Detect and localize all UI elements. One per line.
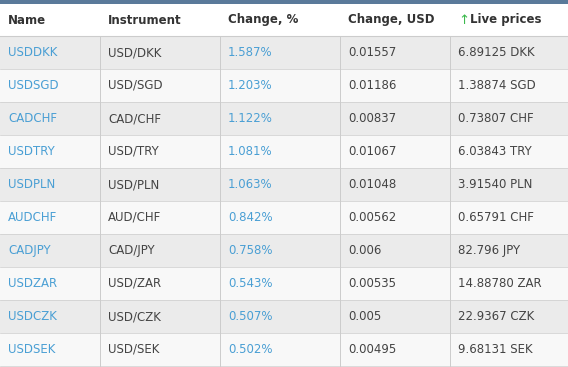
Bar: [0, 135, 568, 168]
Text: 0.543%: 0.543%: [228, 277, 273, 290]
Text: AUD/CHF: AUD/CHF: [108, 211, 161, 224]
Text: 3.91540 PLN: 3.91540 PLN: [458, 178, 532, 191]
Text: USD/PLN: USD/PLN: [108, 178, 159, 191]
Bar: [0, 234, 568, 267]
Text: 0.01186: 0.01186: [348, 79, 396, 92]
Bar: [0, 168, 568, 201]
Text: 0.507%: 0.507%: [228, 310, 273, 323]
Text: USDDKK: USDDKK: [8, 46, 57, 59]
Text: 1.203%: 1.203%: [228, 79, 273, 92]
Text: 1.063%: 1.063%: [228, 178, 273, 191]
Bar: [0, 102, 568, 135]
Text: 22.9367 CZK: 22.9367 CZK: [458, 310, 534, 323]
Text: 1.587%: 1.587%: [228, 46, 273, 59]
Text: 0.502%: 0.502%: [228, 343, 273, 356]
Text: 1.38874 SGD: 1.38874 SGD: [458, 79, 536, 92]
Text: Instrument: Instrument: [108, 14, 182, 26]
Text: USDZAR: USDZAR: [8, 277, 57, 290]
Text: 0.758%: 0.758%: [228, 244, 273, 257]
Text: ↑: ↑: [458, 14, 469, 26]
Text: 0.005: 0.005: [348, 310, 381, 323]
Text: 0.73807 CHF: 0.73807 CHF: [458, 112, 533, 125]
Text: 0.842%: 0.842%: [228, 211, 273, 224]
Text: CAD/JPY: CAD/JPY: [108, 244, 154, 257]
Text: 0.00562: 0.00562: [348, 211, 396, 224]
Text: Name: Name: [8, 14, 46, 26]
Text: USDSEK: USDSEK: [8, 343, 55, 356]
Text: 1.081%: 1.081%: [228, 145, 273, 158]
Text: 6.89125 DKK: 6.89125 DKK: [458, 46, 534, 59]
Bar: [0, 0, 568, 4]
Text: USD/SEK: USD/SEK: [108, 343, 160, 356]
Text: Live prices: Live prices: [470, 14, 541, 26]
Text: Change, %: Change, %: [228, 14, 298, 26]
Text: 14.88780 ZAR: 14.88780 ZAR: [458, 277, 542, 290]
Text: CADJPY: CADJPY: [8, 244, 51, 257]
Text: USDPLN: USDPLN: [8, 178, 55, 191]
Text: USD/TRY: USD/TRY: [108, 145, 158, 158]
Text: CAD/CHF: CAD/CHF: [108, 112, 161, 125]
Text: AUDCHF: AUDCHF: [8, 211, 57, 224]
Text: USD/CZK: USD/CZK: [108, 310, 161, 323]
Text: USD/ZAR: USD/ZAR: [108, 277, 161, 290]
Text: 0.006: 0.006: [348, 244, 381, 257]
Bar: [0, 267, 568, 300]
Bar: [0, 300, 568, 333]
Bar: [0, 201, 568, 234]
Text: 9.68131 SEK: 9.68131 SEK: [458, 343, 533, 356]
Text: USDSGD: USDSGD: [8, 79, 59, 92]
Text: 0.01557: 0.01557: [348, 46, 396, 59]
Text: 0.00535: 0.00535: [348, 277, 396, 290]
Bar: [0, 36, 568, 69]
Bar: [0, 333, 568, 366]
Text: USDTRY: USDTRY: [8, 145, 55, 158]
Text: 0.01067: 0.01067: [348, 145, 396, 158]
Text: Change, USD: Change, USD: [348, 14, 435, 26]
Text: 0.65791 CHF: 0.65791 CHF: [458, 211, 534, 224]
Text: USDCZK: USDCZK: [8, 310, 57, 323]
Text: 6.03843 TRY: 6.03843 TRY: [458, 145, 532, 158]
Bar: [0, 69, 568, 102]
Text: 0.00837: 0.00837: [348, 112, 396, 125]
Text: 1.122%: 1.122%: [228, 112, 273, 125]
Text: USD/SGD: USD/SGD: [108, 79, 162, 92]
Text: 0.01048: 0.01048: [348, 178, 396, 191]
Bar: [0, 4, 568, 36]
Text: 0.00495: 0.00495: [348, 343, 396, 356]
Text: CADCHF: CADCHF: [8, 112, 57, 125]
Text: 82.796 JPY: 82.796 JPY: [458, 244, 520, 257]
Text: USD/DKK: USD/DKK: [108, 46, 161, 59]
